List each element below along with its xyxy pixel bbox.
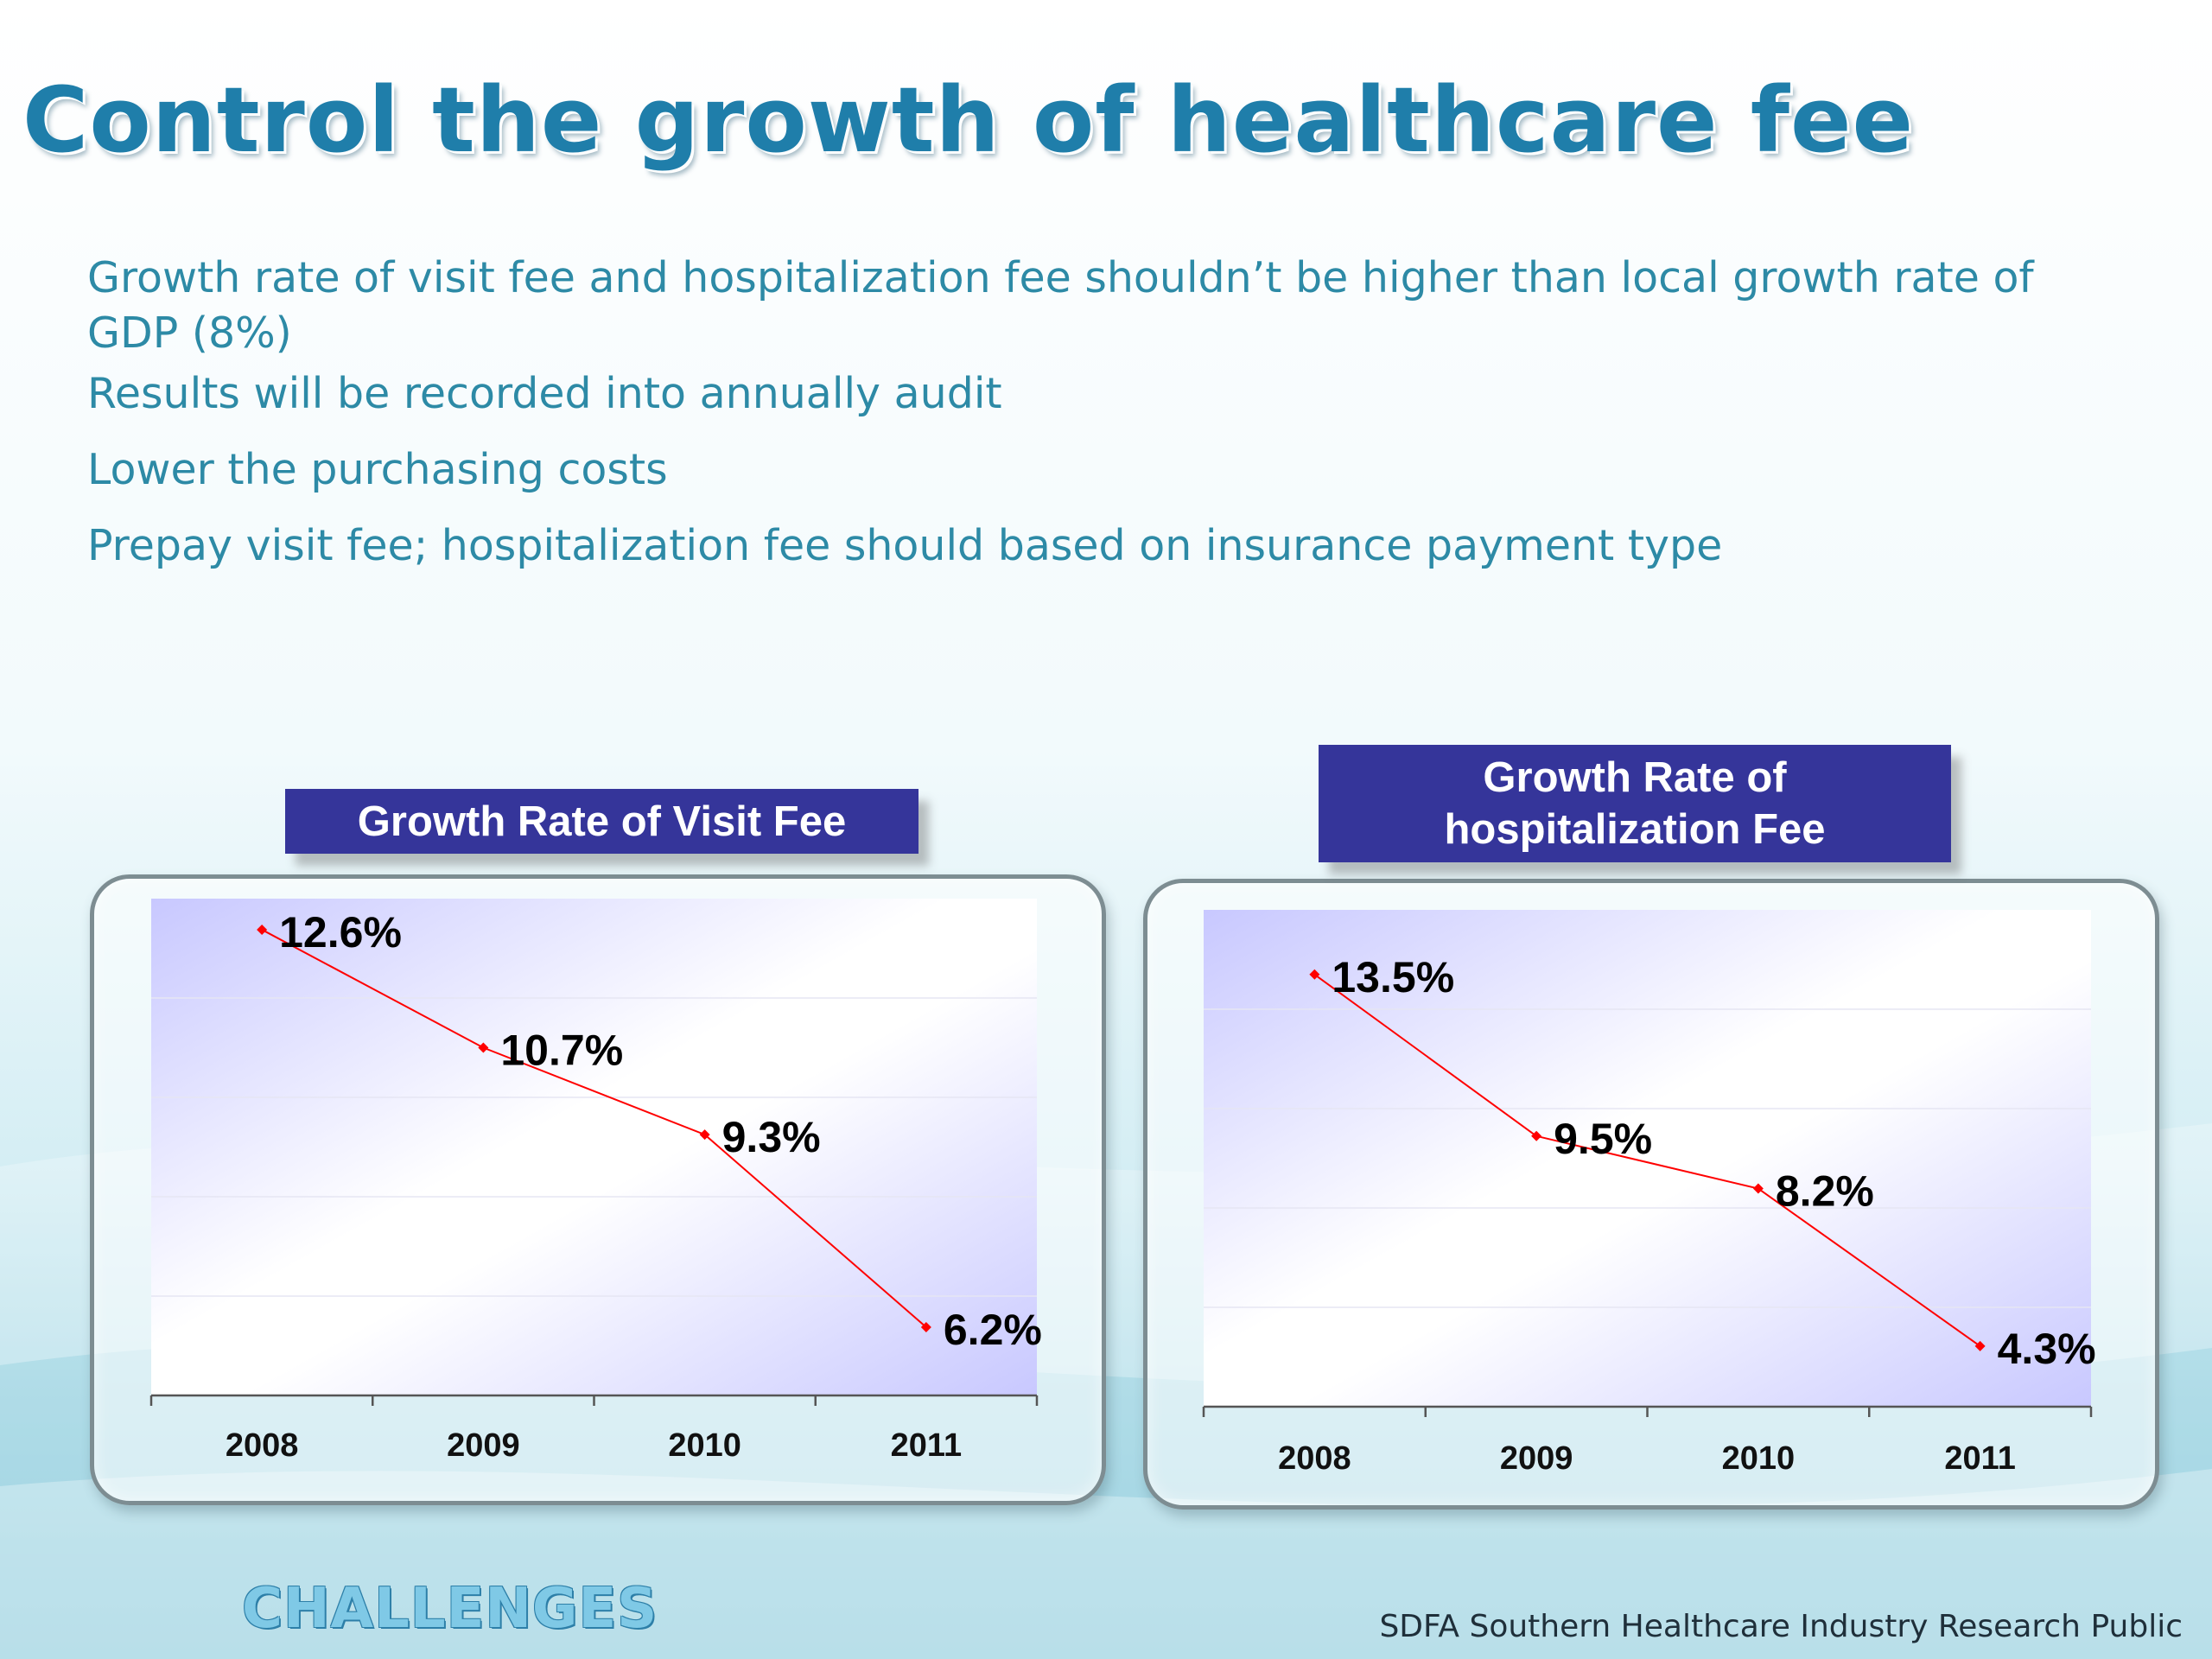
hospitalization-fee-chart-title: Growth Rate of hospitalization Fee (1319, 745, 1951, 862)
slide-title: Control the growth of healthcare fee (22, 67, 1915, 173)
visit-fee-chart-title: Growth Rate of Visit Fee (285, 789, 918, 854)
footer-source: SDFA Southern Healthcare Industry Resear… (1379, 1609, 2183, 1644)
section-label: CHALLENGES (242, 1577, 658, 1641)
hospitalization-fee-chart-panel (1143, 879, 2159, 1510)
bullet-item: Prepay visit fee; hospitalization fee sh… (87, 521, 1723, 570)
bullet-list: Growth rate of visit fee and hospitaliza… (87, 251, 2126, 594)
bullet-item: Results will be recorded into annually a… (87, 369, 1002, 418)
hospitalization-fee-chart-title-text: Growth Rate of hospitalization Fee (1444, 754, 1826, 853)
bullet-item: Lower the purchasing costs (87, 445, 668, 494)
visit-fee-chart-panel (90, 874, 1106, 1505)
bullet-item: Growth rate of visit fee and hospitaliza… (87, 253, 2034, 358)
